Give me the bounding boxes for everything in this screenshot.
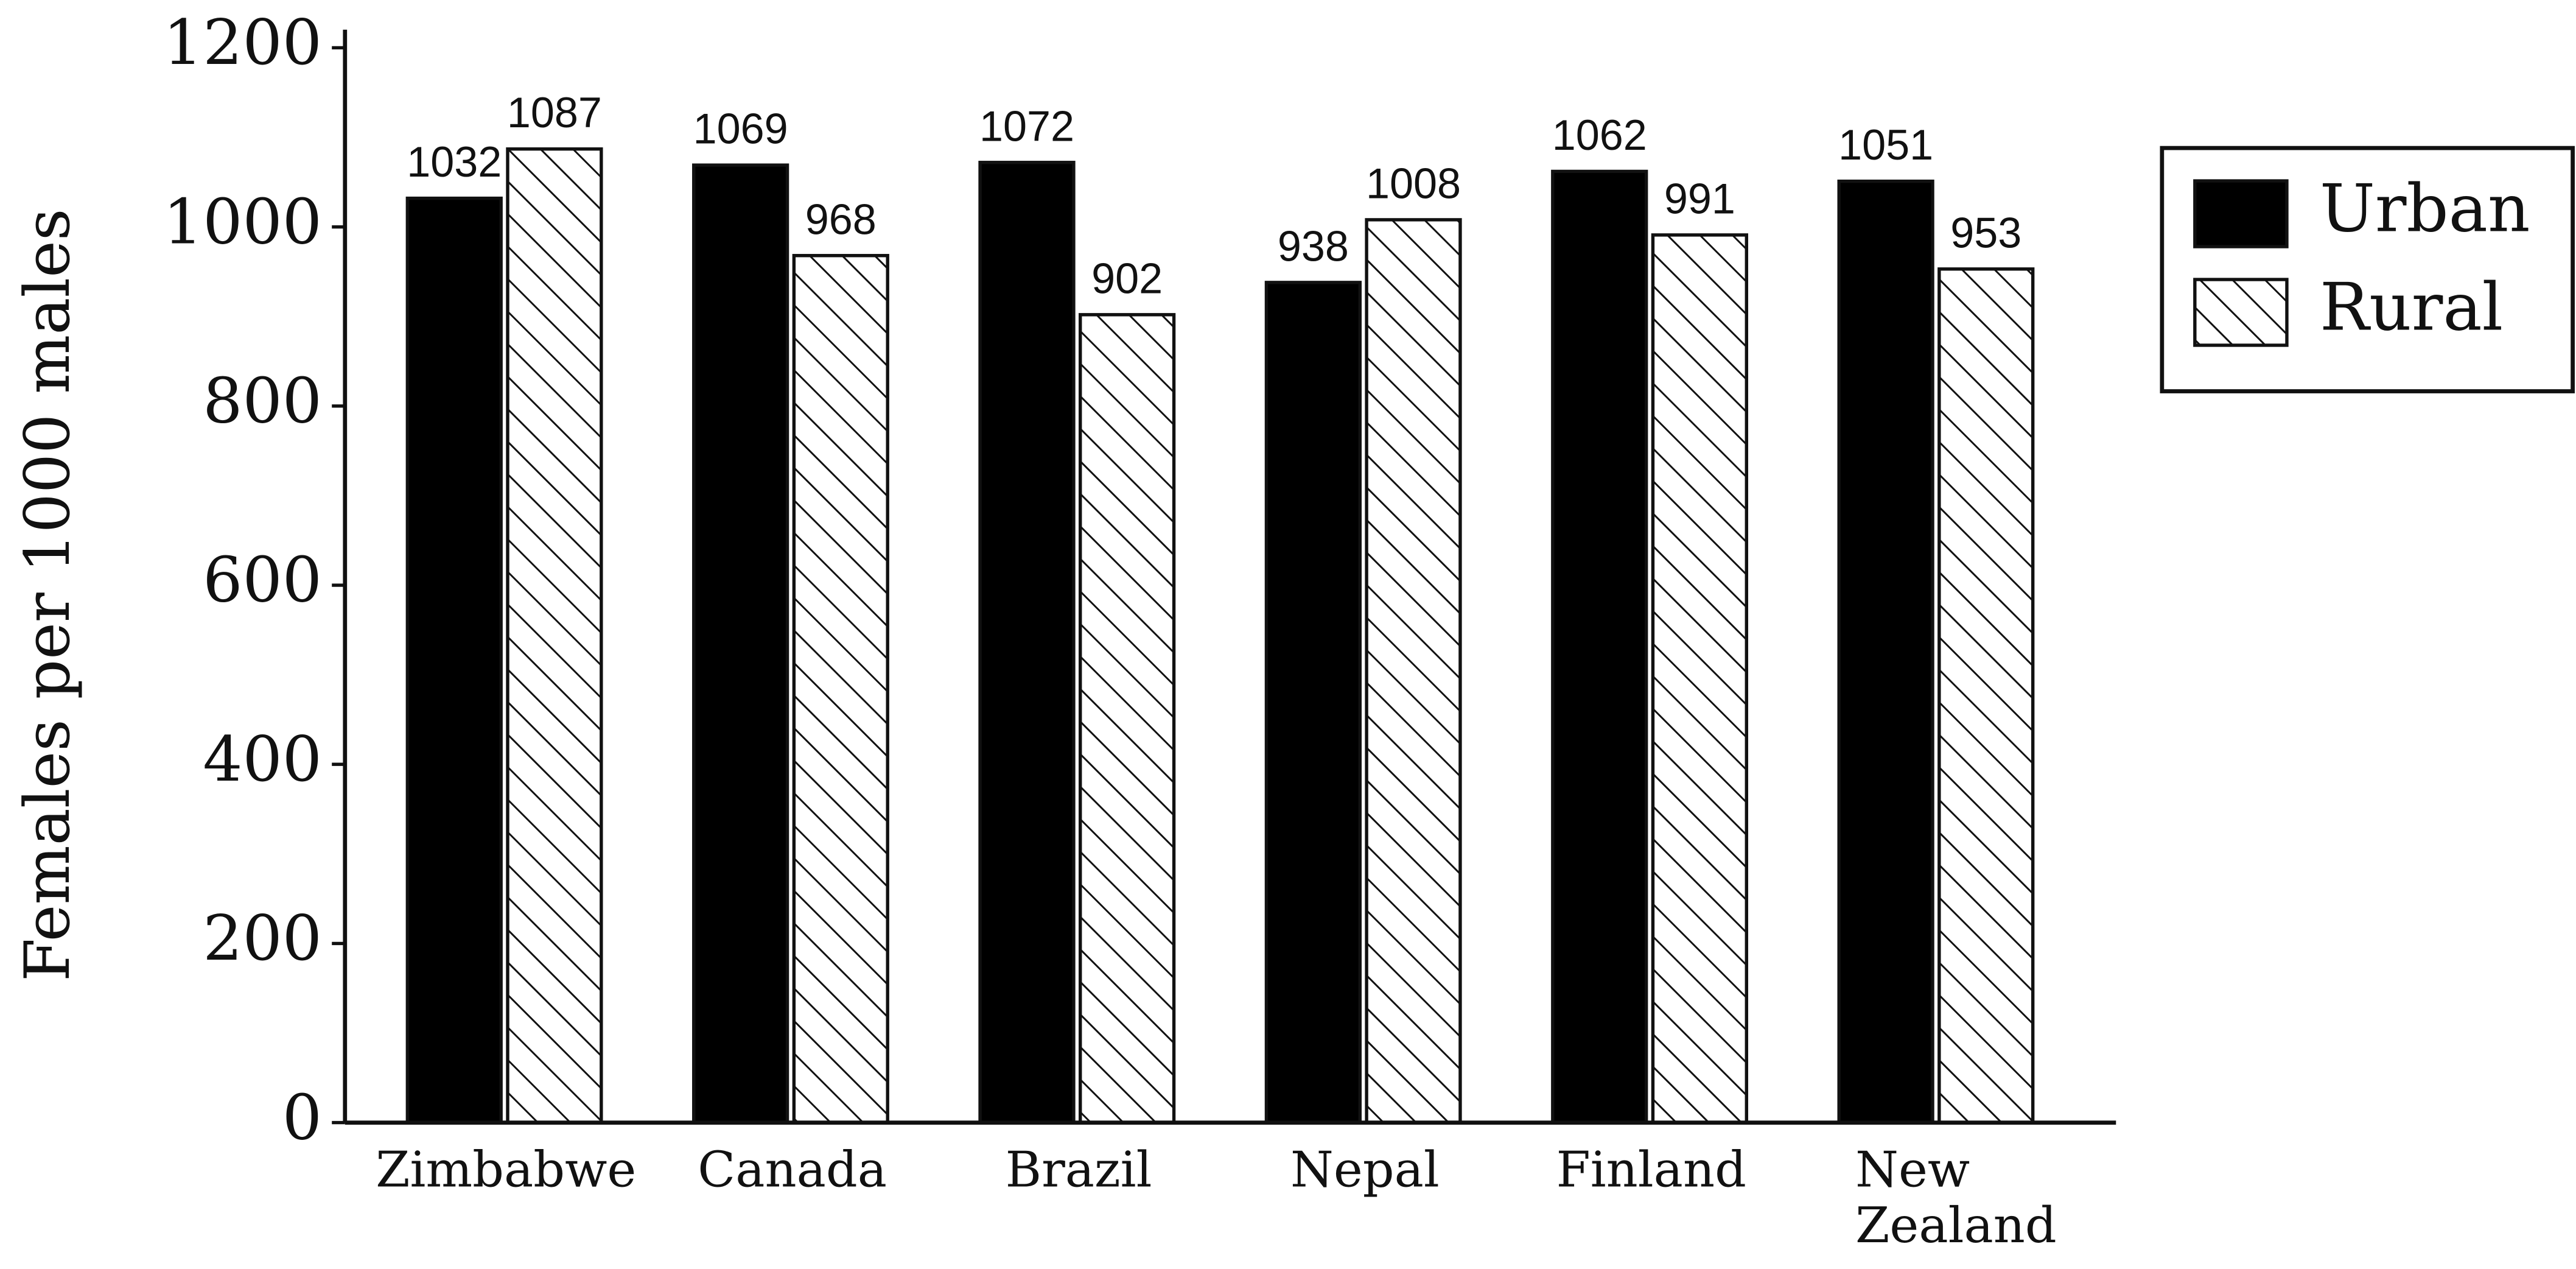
legend-label: Rural bbox=[2320, 269, 2503, 345]
y-tick-label: 200 bbox=[203, 902, 322, 975]
bar bbox=[792, 254, 889, 1125]
value-label: 1069 bbox=[693, 105, 788, 153]
value-label: 953 bbox=[1950, 208, 2021, 256]
y-axis-label: Females per 1000 males bbox=[12, 209, 84, 982]
value-label: 1072 bbox=[979, 102, 1074, 150]
bar bbox=[1264, 281, 1362, 1125]
bar bbox=[1837, 179, 1934, 1125]
legend-swatch bbox=[2193, 278, 2289, 347]
x-tick-label: Zimbabwe bbox=[376, 1141, 636, 1198]
bar bbox=[1651, 233, 1749, 1125]
legend-label: Urban bbox=[2320, 170, 2530, 247]
x-tick-label: Brazil bbox=[1006, 1141, 1152, 1198]
x-tick-label: New Zealand bbox=[1855, 1141, 2057, 1254]
y-tick-label: 400 bbox=[203, 723, 322, 796]
bar bbox=[978, 161, 1076, 1125]
x-tick-label: Canada bbox=[698, 1141, 887, 1198]
value-label: 902 bbox=[1091, 254, 1163, 302]
y-tick-label: 1200 bbox=[163, 7, 322, 79]
value-label: 1087 bbox=[507, 88, 602, 136]
bar bbox=[1551, 169, 1648, 1125]
bar bbox=[692, 163, 789, 1125]
y-tick-label: 0 bbox=[282, 1081, 322, 1154]
bar bbox=[1937, 267, 2035, 1125]
value-label: 938 bbox=[1278, 222, 1349, 270]
value-label: 1062 bbox=[1552, 111, 1647, 159]
y-tick-label: 1000 bbox=[163, 186, 322, 258]
legend-swatch bbox=[2193, 179, 2289, 248]
value-label: 1051 bbox=[1838, 121, 1933, 169]
bar bbox=[1365, 218, 1462, 1125]
bar bbox=[506, 147, 603, 1125]
bar bbox=[1079, 313, 1176, 1125]
value-label: 968 bbox=[805, 195, 877, 243]
value-label: 991 bbox=[1664, 174, 1735, 222]
x-tick-label: Finland bbox=[1556, 1141, 1746, 1198]
bar bbox=[405, 196, 503, 1125]
value-label: 1032 bbox=[407, 138, 502, 186]
y-tick-label: 800 bbox=[203, 365, 322, 438]
x-tick-label: Nepal bbox=[1290, 1141, 1440, 1198]
value-label: 1008 bbox=[1366, 159, 1461, 207]
y-tick-label: 600 bbox=[203, 544, 322, 617]
